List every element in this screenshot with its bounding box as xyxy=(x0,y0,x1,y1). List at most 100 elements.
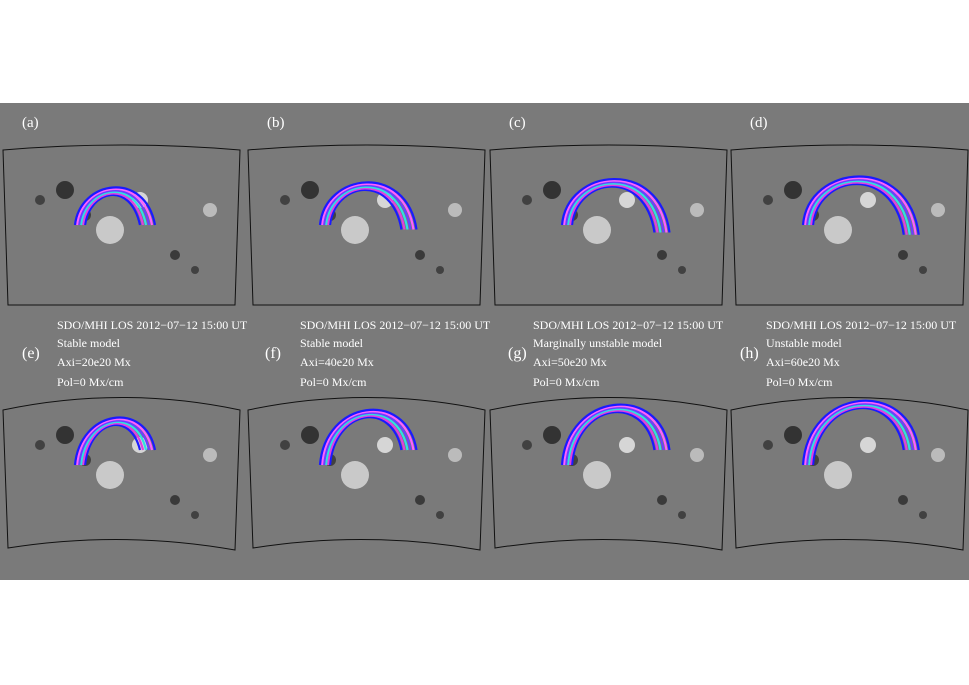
magnetic-spot xyxy=(203,203,217,217)
magnetic-spot xyxy=(678,266,686,274)
magnetic-spot xyxy=(931,448,945,462)
magnetic-spot xyxy=(690,203,704,217)
magnetic-spot xyxy=(341,461,369,489)
magnetic-spot xyxy=(657,250,667,260)
flux-rope-line xyxy=(79,421,148,466)
magnetic-spot xyxy=(898,250,908,260)
flux-rope-line xyxy=(79,190,148,226)
magnetic-spot xyxy=(522,195,532,205)
panel-label: (b) xyxy=(267,115,285,131)
panel-label: (f) xyxy=(265,345,281,362)
magnetic-spot xyxy=(341,216,369,244)
magnetic-spot xyxy=(280,195,290,205)
magnetic-spot xyxy=(436,511,444,519)
magnetic-spot xyxy=(919,511,927,519)
magnetic-spot xyxy=(301,426,319,444)
axial-flux: Axi=50e20 Mx xyxy=(533,355,607,369)
flux-rope-line xyxy=(326,414,406,466)
magnetic-spot xyxy=(377,437,393,453)
flux-rope-line xyxy=(328,416,403,466)
panel-border xyxy=(247,397,486,551)
magnetic-spot xyxy=(690,448,704,462)
magnetic-spot xyxy=(191,266,199,274)
flux-rope-line xyxy=(75,418,154,466)
panel-border xyxy=(2,397,241,551)
magnetic-spot xyxy=(543,426,561,444)
flux-rope-line xyxy=(809,181,908,235)
magnetic-spot xyxy=(35,195,45,205)
magnetic-spot xyxy=(619,437,635,453)
axial-flux: Axi=60e20 Mx xyxy=(766,355,840,369)
flux-rope-line xyxy=(803,401,917,466)
magnetic-spot xyxy=(436,266,444,274)
magnetic-spot xyxy=(860,437,876,453)
magnetic-spot xyxy=(170,495,180,505)
flux-rope-line xyxy=(562,405,668,466)
flux-rope-line xyxy=(809,405,908,466)
axial-flux: Axi=40e20 Mx xyxy=(300,355,374,369)
poloidal-flux: Pol=0 Mx/cm xyxy=(57,375,124,389)
flux-rope-line xyxy=(322,411,412,466)
axial-flux: Axi=20e20 Mx xyxy=(57,355,131,369)
magnetic-spot xyxy=(35,440,45,450)
panel-label: (h) xyxy=(740,345,759,362)
model-name: Marginally unstable model xyxy=(533,336,663,350)
magnetic-spot xyxy=(898,495,908,505)
flux-rope-line xyxy=(75,187,154,226)
model-name: Stable model xyxy=(300,336,364,350)
magnetic-spot xyxy=(415,495,425,505)
flux-rope-line xyxy=(318,181,418,230)
panel-border xyxy=(730,144,969,306)
flux-rope-line xyxy=(324,185,409,230)
magnetic-spot xyxy=(860,192,876,208)
flux-rope-line xyxy=(803,176,917,235)
magnetic-spot xyxy=(448,203,462,217)
flux-rope-line xyxy=(801,399,920,466)
magnetic-spot xyxy=(657,495,667,505)
flux-rope-line xyxy=(811,407,905,466)
panel-border xyxy=(489,144,728,306)
flux-rope-line xyxy=(81,192,145,226)
flux-rope-line xyxy=(811,183,905,235)
flux-rope-line xyxy=(77,419,151,466)
model-name: Stable model xyxy=(57,336,121,350)
magnetogram-background xyxy=(0,103,969,580)
panel-label: (g) xyxy=(508,345,527,362)
panel-title: SDO/MHI LOS 2012−07−12 15:00 UT xyxy=(57,318,248,332)
flux-rope-line xyxy=(564,406,665,466)
magnetic-spot xyxy=(784,426,802,444)
flux-rope-line xyxy=(562,179,668,233)
flux-rope-line xyxy=(566,407,662,466)
magnetic-spot xyxy=(931,203,945,217)
flux-rope-line xyxy=(805,178,914,235)
magnetic-spot xyxy=(415,250,425,260)
flux-rope-line xyxy=(566,182,662,233)
flux-rope-line xyxy=(560,177,671,233)
flux-rope-line xyxy=(807,180,911,235)
magnetic-spot xyxy=(56,426,74,444)
panel-border xyxy=(730,397,969,551)
magnetic-spot xyxy=(301,181,319,199)
panel-title: SDO/MHI LOS 2012−07−12 15:00 UT xyxy=(766,318,957,332)
magnetic-spot xyxy=(763,440,773,450)
flux-rope-line xyxy=(805,402,914,466)
magnetic-spot xyxy=(448,448,462,462)
poloidal-flux: Pol=0 Mx/cm xyxy=(766,375,833,389)
panel-border xyxy=(2,144,241,306)
poloidal-flux: Pol=0 Mx/cm xyxy=(533,375,600,389)
flux-rope-line xyxy=(568,183,659,233)
flux-rope-line xyxy=(83,193,142,226)
flux-rope-line xyxy=(564,181,665,233)
flux-rope-line xyxy=(807,404,911,466)
panel-label: (c) xyxy=(509,115,526,131)
magnetic-spot xyxy=(56,181,74,199)
magnetic-spot xyxy=(280,440,290,450)
magnetic-spot xyxy=(203,448,217,462)
panel-border xyxy=(489,397,728,551)
magnetic-spot xyxy=(763,195,773,205)
flux-rope-line xyxy=(568,409,659,466)
magnetic-spot xyxy=(824,216,852,244)
flux-rope-line xyxy=(570,410,656,466)
flux-rope-line xyxy=(320,410,415,466)
